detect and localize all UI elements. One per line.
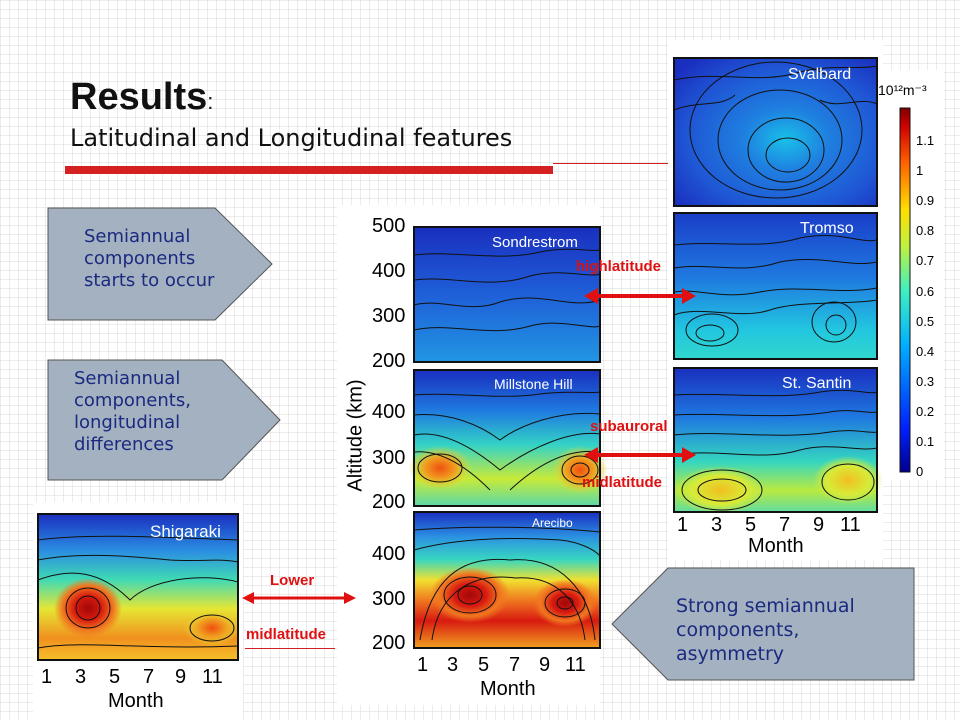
slide-title: Results: xyxy=(70,76,213,119)
y-tick-400-b: 400 xyxy=(372,401,406,423)
site-st-santin: St. Santin xyxy=(782,375,852,392)
panel-arecibo xyxy=(413,511,601,649)
panel-millstone-hill xyxy=(408,369,608,507)
callout-top-left-shape xyxy=(47,207,273,321)
x-tick-3-right: 3 xyxy=(711,514,723,536)
site-millstone-hill: Millstone Hill xyxy=(494,376,573,392)
y-tick-400-c: 400 xyxy=(372,543,406,565)
x-tick-3-left: 3 xyxy=(75,666,87,688)
cb-tick-0-9: 0.9 xyxy=(916,193,935,208)
cb-tick-0-1: 0.1 xyxy=(916,434,935,449)
x-tick-5-left: 5 xyxy=(109,666,121,688)
arrow-high-latitude xyxy=(584,288,696,304)
x-tick-9-center: 9 xyxy=(539,654,551,676)
callout-top-left: Semiannual components starts to occur xyxy=(84,226,215,291)
x-tick-11-right: 11 xyxy=(840,514,861,536)
y-axis-title: Altitude (km) xyxy=(344,379,367,492)
cb-tick-1-1: 1.1 xyxy=(916,133,935,148)
y-tick-300-b: 300 xyxy=(372,447,406,469)
y-tick-500: 500 xyxy=(372,215,406,237)
y-tick-200-b: 200 xyxy=(372,491,406,513)
label-midlatitude-right: midlatitude xyxy=(582,474,663,491)
x-tick-9-right: 9 xyxy=(813,514,825,536)
cb-tick-0-2: 0.2 xyxy=(916,404,935,419)
x-axis-title-right: Month xyxy=(748,535,804,557)
label-high-latitude: highlatitude xyxy=(576,258,661,275)
callout-mid-left: Semiannual components, longitudinal diff… xyxy=(74,368,191,455)
y-tick-200-c: 200 xyxy=(372,632,406,654)
cb-tick-0: 0 xyxy=(916,464,924,479)
label-midlatitude-left: midlatitude xyxy=(246,626,327,643)
site-arecibo: Arecibo xyxy=(532,516,573,530)
colorbar-frame xyxy=(878,70,944,480)
panel-shigaraki xyxy=(37,513,240,661)
callout-bottom-right: Strong semiannual components, asymmetry xyxy=(676,595,855,665)
slide-subtitle: Latitudinal and Longitudinal features xyxy=(70,124,513,152)
cb-tick-0-5: 0.5 xyxy=(916,314,935,329)
y-tick-200-a: 200 xyxy=(372,350,406,372)
site-sondrestrom: Sondrestrom xyxy=(492,234,578,251)
cb-tick-0-6: 0.6 xyxy=(916,284,935,299)
label-lower: Lower xyxy=(270,572,315,589)
site-shigaraki: Shigaraki xyxy=(150,522,221,541)
label-subauroral: subauroral xyxy=(590,418,668,435)
cb-tick-0-4: 0.4 xyxy=(916,344,935,359)
panel-st-santin xyxy=(673,367,883,514)
y-tick-300-c: 300 xyxy=(372,588,406,610)
title-colon: : xyxy=(207,89,214,114)
title-thin-line xyxy=(553,163,673,164)
x-tick-5-center: 5 xyxy=(478,654,490,676)
title-text: Results xyxy=(70,76,208,118)
colorbar-unit: 10¹²m⁻³ xyxy=(878,82,927,98)
arrow-lower-midlatitude xyxy=(242,592,356,604)
title-underline-bar xyxy=(65,166,553,174)
callout-bottom-right-shape xyxy=(611,567,915,681)
x-axis-title-left: Month xyxy=(108,690,164,712)
y-tick-400-a: 400 xyxy=(372,260,406,282)
x-tick-5-right: 5 xyxy=(745,514,757,536)
x-tick-3-center: 3 xyxy=(447,654,459,676)
x-tick-9-left: 9 xyxy=(175,666,187,688)
x-tick-11-left: 11 xyxy=(202,666,223,688)
x-tick-1-left: 1 xyxy=(41,666,53,688)
x-tick-7-left: 7 xyxy=(143,666,155,688)
y-tick-300-a: 300 xyxy=(372,305,406,327)
colorbar xyxy=(899,107,911,473)
x-tick-1-right: 1 xyxy=(677,514,689,536)
panel-svalbard xyxy=(673,57,878,207)
x-tick-11-center: 11 xyxy=(565,654,586,676)
x-tick-1-center: 1 xyxy=(417,654,429,676)
cb-tick-0-7: 0.7 xyxy=(916,253,935,268)
panel-tromso xyxy=(673,212,878,360)
cb-tick-0-3: 0.3 xyxy=(916,374,935,389)
cb-tick-0-8: 0.8 xyxy=(916,223,935,238)
x-tick-7-center: 7 xyxy=(509,654,521,676)
site-svalbard: Svalbard xyxy=(788,66,852,83)
callout-mid-left-shape xyxy=(47,359,281,481)
cb-tick-1: 1 xyxy=(916,163,924,178)
arrow-subauroral xyxy=(584,447,696,463)
x-tick-7-right: 7 xyxy=(779,514,791,536)
x-axis-title-center: Month xyxy=(480,678,536,700)
panel-sondrestrom xyxy=(413,226,601,363)
bottom-thin-line xyxy=(245,648,335,649)
site-tromso: Tromso xyxy=(800,220,854,237)
